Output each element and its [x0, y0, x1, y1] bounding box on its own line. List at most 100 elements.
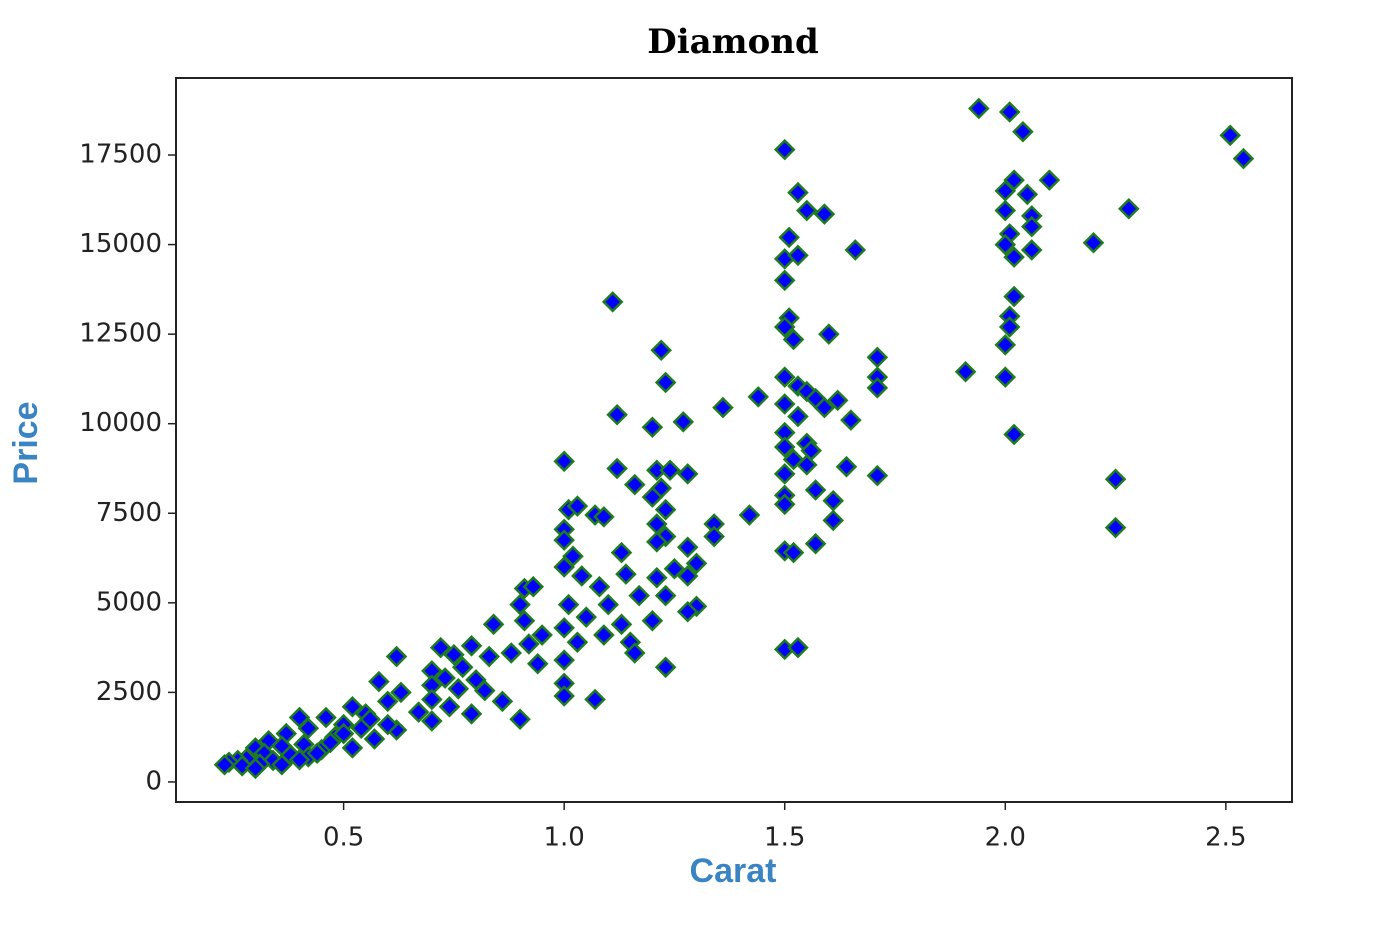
point	[451, 656, 474, 679]
point	[1003, 246, 1025, 268]
point	[434, 667, 456, 689]
point	[840, 409, 862, 431]
point	[531, 624, 553, 646]
point	[628, 584, 650, 607]
point	[738, 504, 761, 526]
point	[787, 636, 809, 659]
point	[813, 203, 836, 225]
point	[787, 405, 809, 428]
y-tick-label: 12500	[79, 319, 162, 349]
point	[676, 463, 699, 485]
point	[773, 493, 796, 516]
point	[654, 371, 677, 394]
point	[787, 181, 809, 204]
point	[826, 389, 849, 412]
point	[650, 339, 672, 362]
point	[998, 316, 1021, 338]
point	[1232, 147, 1255, 170]
point	[597, 593, 620, 616]
point	[306, 742, 328, 765]
point	[584, 688, 606, 711]
point	[610, 613, 633, 636]
point	[659, 459, 681, 482]
point	[513, 609, 536, 632]
point	[835, 455, 858, 478]
point	[429, 636, 452, 659]
point	[866, 464, 889, 487]
point	[782, 541, 805, 564]
point	[844, 239, 867, 261]
point	[478, 645, 500, 668]
x-tick-label: 2.5	[1205, 823, 1246, 853]
point	[663, 558, 686, 580]
point	[390, 681, 412, 704]
point	[1038, 169, 1061, 191]
point	[773, 463, 796, 485]
point	[359, 708, 381, 731]
point	[1003, 285, 1025, 308]
point	[968, 97, 990, 120]
point	[593, 624, 615, 646]
point	[575, 606, 597, 628]
y-tick-label: 15000	[79, 229, 162, 259]
point	[685, 595, 708, 618]
point	[491, 690, 514, 713]
point	[994, 334, 1017, 356]
point	[641, 416, 664, 439]
point	[685, 552, 708, 575]
point	[368, 670, 390, 693]
point	[641, 609, 664, 632]
point	[778, 226, 800, 249]
point	[641, 486, 664, 508]
point	[244, 757, 267, 780]
plot-frame	[175, 77, 1293, 803]
point	[315, 706, 337, 729]
point	[1104, 468, 1127, 490]
point	[509, 708, 531, 731]
point	[271, 753, 293, 776]
y-axis-label: Price	[7, 401, 45, 484]
point	[1003, 423, 1025, 446]
point	[553, 617, 575, 639]
point	[646, 531, 668, 553]
point	[1020, 239, 1043, 261]
point	[773, 316, 796, 338]
point	[341, 695, 364, 718]
point	[443, 643, 465, 666]
point	[601, 291, 624, 313]
point	[866, 346, 889, 369]
point	[796, 199, 818, 222]
point	[553, 649, 575, 671]
point	[615, 563, 637, 585]
x-tick-label: 1.5	[764, 823, 805, 853]
point	[1118, 197, 1140, 220]
point	[566, 631, 589, 653]
point	[804, 532, 827, 555]
chart-title: Diamond	[647, 22, 819, 62]
point	[213, 753, 236, 776]
point	[813, 396, 836, 419]
point	[509, 593, 531, 616]
point	[623, 642, 646, 664]
point	[712, 396, 734, 419]
point	[822, 489, 845, 512]
point	[703, 525, 725, 548]
point	[593, 506, 615, 528]
y-tick-label: 5000	[96, 587, 162, 617]
point	[954, 360, 977, 383]
y-tick-label: 2500	[96, 677, 162, 707]
point	[460, 703, 483, 725]
point	[646, 566, 668, 589]
point	[341, 737, 364, 759]
point	[319, 731, 342, 754]
point	[474, 679, 496, 702]
point	[1082, 232, 1105, 254]
point	[460, 635, 483, 657]
point	[747, 386, 770, 408]
point	[557, 593, 580, 616]
point	[787, 244, 809, 267]
point	[606, 403, 628, 426]
point	[421, 688, 443, 711]
point	[447, 678, 470, 700]
